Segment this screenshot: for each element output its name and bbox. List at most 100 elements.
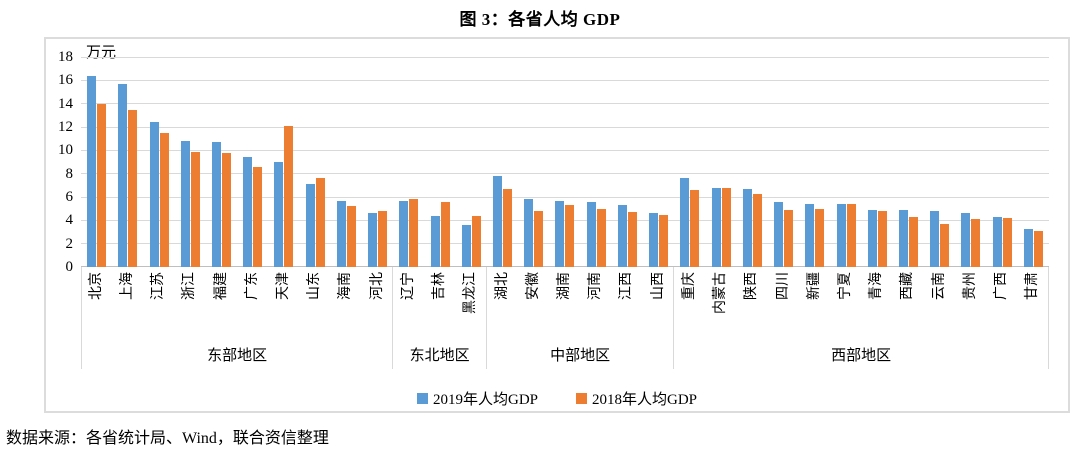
- bar-group-河北: [362, 57, 393, 267]
- bar-2018年人均GDP-湖北: [503, 188, 513, 267]
- bar-2018年人均GDP-四川: [784, 209, 794, 267]
- bar-2019年人均GDP-甘肃: [1023, 228, 1033, 267]
- category-slot: 吉林: [424, 267, 455, 345]
- bar-2018年人均GDP-新疆: [815, 208, 825, 267]
- gridline: [81, 56, 1049, 58]
- legend-color-swatch: [416, 393, 428, 404]
- legend-label: 2019年人均GDP: [432, 392, 538, 408]
- gridline: [81, 149, 1049, 151]
- category-slot: 天津: [268, 267, 299, 345]
- category-slot: 陕西: [737, 267, 768, 345]
- category-slot: 湖南: [549, 267, 580, 345]
- bar-2019年人均GDP-云南: [930, 211, 940, 267]
- bar-group-甘肃: [1018, 57, 1049, 267]
- category-slot: 河北: [362, 267, 393, 345]
- bar-2019年人均GDP-广西: [992, 216, 1002, 267]
- category-label-辽宁: 辽宁: [400, 272, 416, 300]
- y-tick-label: 14: [58, 95, 73, 112]
- category-label-山东: 山东: [307, 272, 323, 300]
- bar-group-陕西: [737, 57, 768, 267]
- bar-2019年人均GDP-广东: [243, 157, 253, 267]
- bar-group-宁夏: [830, 57, 861, 267]
- y-tick-label: 12: [58, 119, 73, 135]
- y-tick-label: 8: [65, 165, 74, 182]
- region-group-西部地区: 西部地区: [674, 267, 1049, 369]
- bar-2019年人均GDP-吉林: [430, 215, 440, 267]
- category-label-湖北: 湖北: [494, 272, 510, 300]
- gridline: [81, 103, 1049, 105]
- x-axis-line: [81, 266, 1049, 267]
- bar-2019年人均GDP-江西: [617, 205, 627, 267]
- y-tick-label: 2: [65, 235, 74, 252]
- category-slot: 安徽: [518, 267, 549, 345]
- chart-frame: 万元 0 2 4 6 8 10 12 14 16 18 东部地区 东北地区 中部地区 西部地区 北京 上海江…: [44, 37, 1070, 413]
- bar-2018年人均GDP-青海: [877, 211, 887, 267]
- category-label-重庆: 重庆: [681, 272, 697, 300]
- bar-2018年人均GDP-广西: [1002, 218, 1012, 267]
- category-slot: 四川: [768, 267, 799, 345]
- category-label-福建: 福建: [213, 272, 229, 300]
- bar-group-四川: [768, 57, 799, 267]
- category-label-河北: 河北: [369, 272, 385, 300]
- category-label-湖南: 湖南: [556, 272, 572, 300]
- category-slot: 河南: [581, 267, 612, 345]
- category-slot: 广东: [237, 267, 268, 345]
- category-label-西藏: 西藏: [900, 272, 916, 300]
- category-slot: 广西: [987, 267, 1018, 345]
- bar-2019年人均GDP-重庆: [680, 178, 690, 267]
- category-label-北京: 北京: [88, 272, 104, 300]
- bar-group-安徽: [518, 57, 549, 267]
- bar-2018年人均GDP-山西: [659, 214, 669, 267]
- bar-group-海南: [331, 57, 362, 267]
- category-label-陕西: 陕西: [744, 272, 760, 300]
- bar-group-内蒙古: [706, 57, 737, 267]
- bar-2019年人均GDP-内蒙古: [711, 187, 721, 267]
- bar-group-湖北: [487, 57, 518, 267]
- category-slot: 浙江: [175, 267, 206, 345]
- bar-2018年人均GDP-广东: [253, 166, 263, 267]
- category-slot: 宁夏: [830, 267, 861, 345]
- bar-2019年人均GDP-天津: [274, 162, 284, 267]
- y-tick-label: 4: [65, 212, 74, 229]
- bar-group-重庆: [674, 57, 705, 267]
- bar-2018年人均GDP-上海: [128, 109, 138, 267]
- y-tick-label: 18: [58, 49, 73, 65]
- bar-2019年人均GDP-山东: [305, 184, 315, 267]
- gridline: [81, 219, 1049, 221]
- category-slot: 云南: [924, 267, 955, 345]
- bar-2019年人均GDP-海南: [336, 200, 346, 267]
- category-label-海南: 海南: [338, 272, 354, 300]
- bar-group-吉林: [424, 57, 455, 267]
- bar-2018年人均GDP-北京: [97, 103, 107, 267]
- category-label-江西: 江西: [619, 272, 635, 300]
- bar-2018年人均GDP-江西: [627, 212, 637, 267]
- category-slot: 北京: [81, 267, 112, 345]
- bar-group-北京: [81, 57, 112, 267]
- region-group-中部地区: 中部地区: [487, 267, 675, 369]
- bar-group-广东: [237, 57, 268, 267]
- category-slot: 山西: [643, 267, 674, 345]
- bar-2019年人均GDP-北京: [87, 75, 97, 267]
- bar-group-云南: [924, 57, 955, 267]
- category-slot: 海南: [331, 267, 362, 345]
- bar-2018年人均GDP-江苏: [159, 132, 169, 267]
- category-slot: 重庆: [674, 267, 705, 345]
- category-label-上海: 上海: [119, 272, 135, 300]
- bar-2018年人均GDP-福建: [222, 152, 231, 267]
- bar-group-西藏: [893, 57, 924, 267]
- category-slot: 江西: [612, 267, 643, 345]
- bar-2019年人均GDP-福建: [212, 142, 221, 267]
- legend-item-2019年人均GDP: 2019年人均GDP: [416, 388, 538, 409]
- bar-group-山西: [643, 57, 674, 267]
- category-label-山西: 山西: [650, 272, 666, 300]
- bar-group-河南: [581, 57, 612, 267]
- bar-2018年人均GDP-宁夏: [846, 204, 856, 267]
- legend: 2019年人均GDP 2018年人均GDP: [46, 388, 1068, 409]
- bar-group-江苏: [143, 57, 174, 267]
- bar-2019年人均GDP-陕西: [742, 188, 752, 267]
- bar-2018年人均GDP-河北: [378, 211, 388, 267]
- bar-2019年人均GDP-黑龙江: [461, 225, 471, 267]
- category-label-江苏: 江苏: [151, 272, 167, 300]
- category-label-新疆: 新疆: [806, 272, 822, 300]
- region-label: 东部地区: [207, 348, 268, 364]
